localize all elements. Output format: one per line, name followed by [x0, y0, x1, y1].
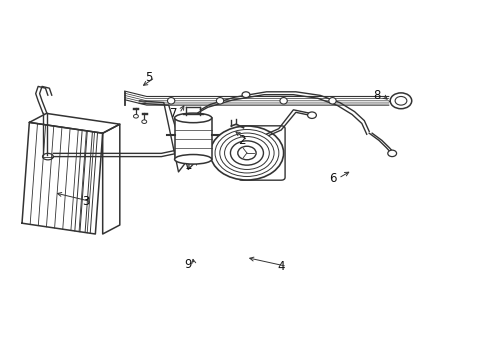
Text: 5: 5 — [145, 71, 153, 84]
FancyBboxPatch shape — [174, 118, 211, 159]
Circle shape — [394, 96, 406, 105]
Circle shape — [389, 93, 411, 109]
Circle shape — [230, 141, 263, 165]
Ellipse shape — [174, 113, 211, 123]
FancyBboxPatch shape — [238, 126, 285, 180]
Circle shape — [387, 150, 396, 157]
Text: 4: 4 — [277, 260, 285, 273]
Circle shape — [215, 130, 278, 176]
Circle shape — [219, 133, 273, 173]
Ellipse shape — [279, 98, 287, 104]
Circle shape — [307, 112, 316, 118]
Ellipse shape — [216, 98, 223, 104]
Circle shape — [133, 114, 138, 118]
Text: 1: 1 — [184, 159, 192, 172]
Circle shape — [224, 136, 269, 170]
Text: 3: 3 — [81, 195, 89, 208]
Text: 6: 6 — [328, 172, 336, 185]
Circle shape — [242, 92, 249, 98]
Text: 7: 7 — [169, 107, 177, 120]
Ellipse shape — [167, 98, 175, 104]
Circle shape — [210, 126, 283, 180]
Text: 9: 9 — [184, 258, 192, 271]
Ellipse shape — [174, 154, 211, 164]
Circle shape — [237, 146, 256, 160]
Text: 8: 8 — [372, 89, 380, 102]
Ellipse shape — [42, 153, 53, 160]
Circle shape — [142, 120, 146, 123]
Ellipse shape — [328, 98, 336, 104]
Text: 2: 2 — [238, 134, 245, 147]
